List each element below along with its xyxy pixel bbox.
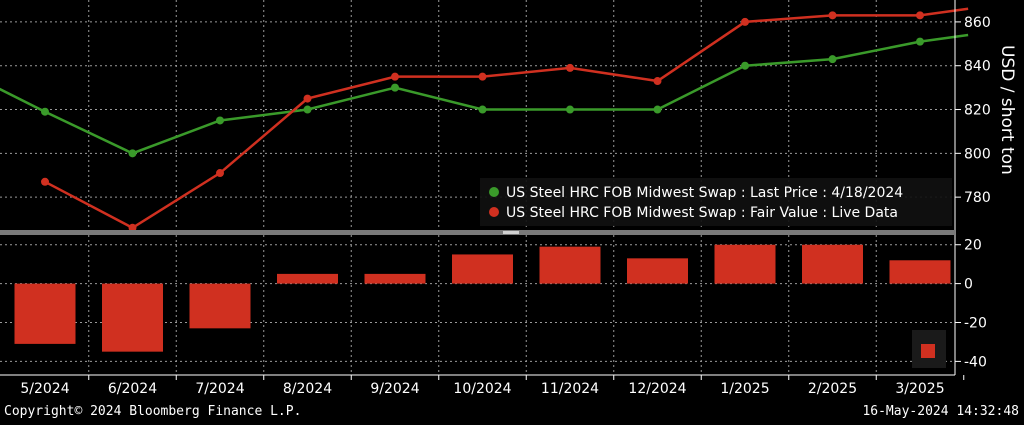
series-point [391,83,399,92]
bar [102,283,163,352]
bar-series [14,244,951,352]
series-point [828,55,837,64]
bar [889,260,951,284]
legend-label-last-price: US Steel HRC FOB Midwest Swap : Last Pri… [506,185,903,201]
copyright-text: Copyright© 2024 Bloomberg Finance L.P. [4,404,301,419]
x-tick-label: 3/2025 [895,381,944,397]
timestamp-text: 16-May-2024 14:32:48 [862,404,1019,419]
series-point [41,107,49,116]
series-point [566,63,574,72]
series-point [303,94,312,103]
x-tick-label: 7/2024 [195,381,244,397]
bar-legend-marker [921,344,935,358]
y-tick-label: 840 [964,59,991,75]
series-point [478,105,487,114]
legend-box [480,178,952,226]
x-tick-label: 1/2025 [720,381,769,397]
series-point [566,105,574,114]
series-point [741,61,749,70]
series-point [741,17,749,26]
legend-label-fair-value: US Steel HRC FOB Midwest Swap : Fair Val… [506,205,898,221]
x-tick-label: 10/2024 [453,381,511,397]
y-axis-label: USD / short ton [997,45,1017,175]
series-point [478,72,487,81]
x-tick-label: 8/2024 [283,381,332,397]
series-point [216,169,224,178]
series-line-1 [44,7,969,230]
bar [627,258,688,284]
series-point [828,11,837,20]
bar [539,246,601,284]
series-point [128,149,137,158]
bar [14,283,76,344]
bar [452,254,513,284]
series-point [653,77,662,86]
panel-separator[interactable] [0,230,955,235]
x-tick-label: 12/2024 [628,381,686,397]
series-point [916,37,924,46]
bottom-panel-grid [0,235,955,375]
bar [189,283,251,329]
y-tick-label-bottom: -40 [964,354,987,370]
x-tick-label: 9/2024 [370,381,419,397]
bar [802,244,863,284]
y-tick-label: 860 [964,15,991,31]
legend-marker-last-price [489,187,499,197]
y-tick-label: 820 [964,103,991,119]
y-tick-label: 780 [964,190,991,206]
axes: 780 800 820 840 860 -40 -20 0 20 5/2024 6/2024 7/20… [0,0,991,397]
legend: US Steel HRC FOB Midwest Swap : Last Pri… [480,178,952,226]
series-point [653,105,662,114]
series-point [303,105,312,114]
y-tick-label-bottom: 20 [964,238,982,254]
panel-separator-grip[interactable] [503,231,519,234]
series-point [391,72,399,81]
series-point [916,11,924,20]
x-tick-label: 6/2024 [108,381,157,397]
bar [277,273,338,284]
y-tick-label-bottom: 0 [964,277,973,293]
x-tick-label: 2/2025 [808,381,857,397]
y-tick-label-bottom: -20 [964,316,987,332]
x-tick-label: 11/2024 [541,381,599,397]
line-series [0,7,969,232]
y-tick-label: 800 [964,146,991,162]
series-point [128,223,137,232]
series-point [41,177,49,186]
footer-bar [0,401,1024,425]
bar [364,273,426,284]
x-tick-label: 5/2024 [20,381,69,397]
series-point [216,116,224,125]
bar [714,244,776,284]
legend-marker-fair-value [489,207,499,217]
